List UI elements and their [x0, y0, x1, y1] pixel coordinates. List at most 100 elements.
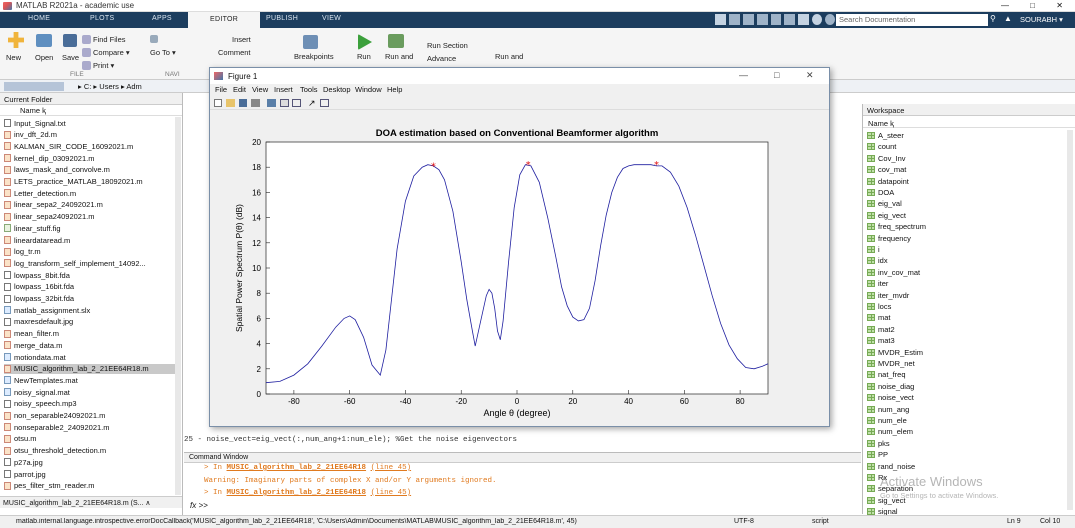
file-item[interactable]: parrot.jpg: [4, 469, 46, 479]
workspace-variable[interactable]: MVDR_net: [867, 359, 915, 368]
redo-icon[interactable]: [784, 14, 796, 25]
workspace-variable[interactable]: eig_vect: [867, 211, 906, 220]
save-button[interactable]: Save: [62, 53, 80, 62]
folder-path[interactable]: ▸ C: ▸ Users ▸ Adm: [78, 82, 142, 91]
file-item[interactable]: log_tr.m: [4, 247, 41, 257]
switch-windows-icon[interactable]: [798, 14, 810, 25]
workspace-variable[interactable]: mat2: [867, 325, 895, 334]
file-item[interactable]: laws_mask_and_convolve.m: [4, 165, 110, 175]
callstack-link[interactable]: MUSIC_algorithm_lab_2_21EE64R18: [226, 464, 367, 472]
workspace-variable[interactable]: MVDR_Estim: [867, 348, 923, 357]
find-files-button[interactable]: Find Files: [93, 35, 126, 44]
notification-bell-icon[interactable]: ▲: [1004, 14, 1012, 23]
workspace-variable[interactable]: Rx: [867, 473, 887, 482]
menu-file[interactable]: File: [215, 85, 228, 94]
comment-button[interactable]: Comment: [218, 48, 251, 57]
workspace-variable[interactable]: inv_cov_mat: [867, 268, 920, 277]
workspace-variable[interactable]: count: [867, 142, 896, 151]
workspace-variable[interactable]: frequency: [867, 234, 911, 243]
back-arrow-icon[interactable]: [150, 35, 158, 43]
command-prompt[interactable]: fx >>: [190, 501, 208, 510]
file-item[interactable]: merge_data.m: [4, 340, 62, 350]
file-item[interactable]: p27a.jpg: [4, 457, 43, 467]
menu-help[interactable]: Help: [387, 85, 403, 94]
workspace-variable[interactable]: eig_val: [867, 199, 902, 208]
run-and-time-button[interactable]: Run and: [385, 52, 414, 61]
save-figure-icon[interactable]: [239, 99, 247, 107]
doa-chart[interactable]: DOA estimation based on Conventional Bea…: [210, 110, 829, 426]
file-item[interactable]: noisy_speech.mp3: [4, 399, 77, 409]
file-item[interactable]: pes_filter_stm_reader.m: [4, 481, 94, 491]
workspace-variable[interactable]: Cov_Inv: [867, 154, 906, 163]
tab-publish[interactable]: PUBLISH: [266, 15, 299, 22]
name-column-header[interactable]: Name ⱪ: [0, 105, 182, 116]
workspace-variable[interactable]: pks: [867, 439, 890, 448]
workspace-variable[interactable]: noise_vect: [867, 393, 914, 402]
file-item[interactable]: motiondata.mat: [4, 352, 66, 362]
run-button[interactable]: Run: [357, 52, 371, 61]
workspace-variable[interactable]: datapoint: [867, 177, 909, 186]
file-item[interactable]: noisy_signal.mat: [4, 387, 70, 397]
workspace-variable[interactable]: iter_mvdr: [867, 291, 909, 300]
file-item[interactable]: lowpass_32bit.fda: [4, 294, 74, 304]
file-item[interactable]: Input_Signal.txt: [4, 118, 66, 128]
workspace-variable[interactable]: iter: [867, 279, 888, 288]
file-details-bar[interactable]: MUSIC_algorithm_lab_2_21EE64R18.m (S... …: [0, 496, 182, 508]
workspace-variable[interactable]: num_elem: [867, 427, 913, 436]
figure-close-button[interactable]: ✕: [806, 70, 814, 80]
tab-view[interactable]: VIEW: [322, 15, 342, 22]
file-item[interactable]: lowpass_16bit.fda: [4, 282, 74, 292]
paste-icon[interactable]: [756, 14, 768, 25]
file-item[interactable]: lineardataread.m: [4, 235, 70, 245]
pointer-icon[interactable]: ↗: [308, 98, 316, 108]
print-button[interactable]: Print ▾: [93, 61, 115, 70]
menu-view[interactable]: View: [252, 85, 269, 94]
close-button[interactable]: ✕: [1056, 1, 1063, 10]
workspace-variable[interactable]: num_ele: [867, 416, 907, 425]
folder-scrollbar[interactable]: [175, 117, 181, 495]
workspace-scrollbar[interactable]: [1067, 130, 1073, 510]
workspace-variable[interactable]: DOA: [867, 188, 894, 197]
print-figure-icon[interactable]: [251, 99, 260, 107]
workspace-variable[interactable]: signal: [867, 507, 898, 516]
file-item[interactable]: otsu.m: [4, 434, 37, 444]
line-link-2[interactable]: (line 45): [370, 489, 412, 497]
file-item[interactable]: inv_dft_2d.m: [4, 130, 57, 140]
breakpoints-button[interactable]: Breakpoints: [294, 52, 334, 61]
save-all-icon[interactable]: [715, 14, 726, 25]
file-item[interactable]: linear_sepa2_24092021.m: [4, 200, 103, 210]
insert-legend-icon[interactable]: [292, 99, 301, 107]
new-icon[interactable]: [8, 32, 24, 48]
menu-insert[interactable]: Insert: [274, 85, 293, 94]
workspace-variable[interactable]: noise_diag: [867, 382, 914, 391]
run-icon[interactable]: [358, 34, 372, 50]
new-figure-icon[interactable]: [214, 99, 222, 107]
open-figure-icon[interactable]: [226, 99, 235, 107]
insert-button[interactable]: Insert: [232, 35, 251, 44]
file-item[interactable]: Letter_detection.m: [4, 188, 76, 198]
file-item[interactable]: linear_stuff.fig: [4, 223, 61, 233]
workspace-variable[interactable]: freq_spectrum: [867, 222, 926, 231]
workspace-variable[interactable]: mat: [867, 313, 891, 322]
file-item[interactable]: NewTemplates.mat: [4, 375, 78, 385]
workspace-variable[interactable]: nat_freq: [867, 370, 906, 379]
workspace-variable[interactable]: sig_vect: [867, 496, 906, 505]
file-item[interactable]: matlab_assignment.slx: [4, 305, 90, 315]
user-menu[interactable]: SOURABH ▾: [1020, 15, 1063, 24]
new-button[interactable]: New: [6, 53, 22, 62]
tab-plots[interactable]: PLOTS: [90, 15, 115, 22]
menu-desktop[interactable]: Desktop: [323, 85, 351, 94]
copy-icon[interactable]: [742, 14, 754, 25]
workspace-variable[interactable]: num_ang: [867, 405, 909, 414]
open-button[interactable]: Open: [35, 53, 54, 62]
breakpoints-icon[interactable]: [303, 35, 318, 49]
open-icon[interactable]: [36, 34, 52, 47]
workspace-variable[interactable]: rand_noise: [867, 462, 915, 471]
run-and-advance-button[interactable]: Run and: [495, 52, 524, 61]
link-plot-icon[interactable]: [267, 99, 276, 107]
file-item[interactable]: non_separable24092021.m: [4, 411, 105, 421]
search-icon[interactable]: ⚲: [990, 14, 996, 23]
figure-maximize-button[interactable]: □: [774, 70, 780, 80]
callstack-link-2[interactable]: MUSIC_algorithm_lab_2_21EE64R18: [226, 489, 367, 497]
file-item[interactable]: MUSIC_algorithm_lab_2_21EE64R18.m: [4, 363, 176, 374]
